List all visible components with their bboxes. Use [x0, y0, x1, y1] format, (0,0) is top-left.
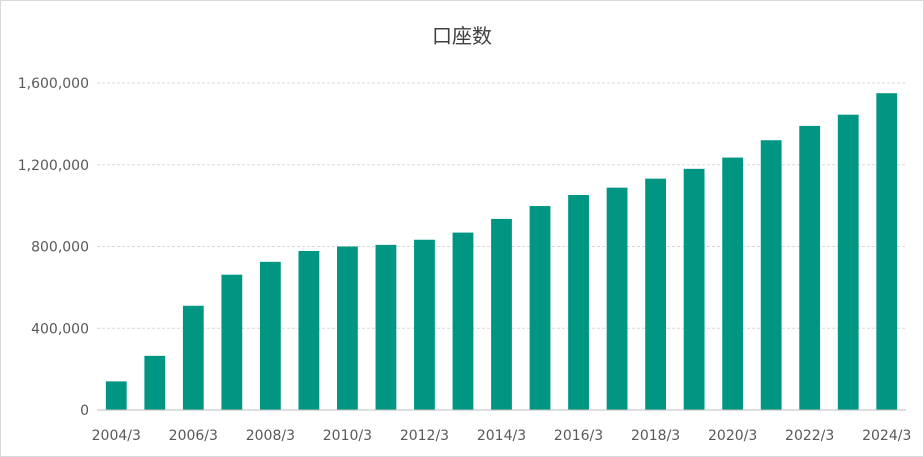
bar-2008/3 — [259, 261, 281, 410]
x-tick-label: 2012/3 — [400, 428, 449, 444]
y-tick-label: 0 — [80, 403, 89, 419]
y-tick-label: 800,000 — [31, 240, 89, 256]
bar-2014/3 — [491, 218, 512, 410]
bar-2005/3 — [144, 355, 166, 410]
x-tick-label: 2022/3 — [785, 428, 834, 444]
bar-2024/3 — [876, 93, 898, 410]
bar-2020/3 — [722, 157, 744, 410]
x-tick-label: 2006/3 — [169, 428, 218, 444]
bar-2016/3 — [568, 194, 589, 410]
bar-2017/3 — [606, 187, 628, 410]
y-tick-label: 1,200,000 — [18, 158, 89, 174]
x-tick-label: 2018/3 — [631, 428, 680, 444]
x-tick-label: 2014/3 — [477, 428, 526, 444]
bar-2010/3 — [337, 246, 358, 410]
bar-2004/3 — [105, 381, 127, 410]
bar-2018/3 — [645, 178, 666, 410]
y-tick-label: 400,000 — [31, 321, 89, 337]
bar-2021/3 — [760, 140, 782, 410]
bar-2006/3 — [182, 305, 204, 410]
bar-2022/3 — [799, 125, 821, 410]
x-tick-label: 2004/3 — [92, 428, 141, 444]
x-tick-label: 2024/3 — [862, 428, 911, 444]
bar-2012/3 — [414, 239, 435, 410]
bar-2013/3 — [452, 232, 474, 410]
x-axis-tick-labels: 2004/3 2006/3 2008/3 2010/3 2012/3 2014/3 2016… — [92, 428, 912, 444]
bars — [105, 93, 898, 410]
x-tick-label: 2016/3 — [554, 428, 603, 444]
bar-2009/3 — [298, 250, 320, 410]
y-axis-tick-labels: 0 400,000 800,000 1,200,000 1,600,000 — [18, 76, 89, 419]
x-tick-label: 2008/3 — [246, 428, 295, 444]
bar-2011/3 — [375, 244, 397, 410]
y-tick-label: 1,600,000 — [18, 76, 89, 92]
x-tick-label: 2020/3 — [708, 428, 757, 444]
bar-2007/3 — [221, 274, 243, 410]
x-tick-label: 2010/3 — [323, 428, 372, 444]
bar-2019/3 — [683, 168, 705, 410]
chart-title: 口座数 — [432, 24, 492, 48]
bar-2015/3 — [529, 206, 551, 410]
bar-2023/3 — [837, 114, 859, 410]
